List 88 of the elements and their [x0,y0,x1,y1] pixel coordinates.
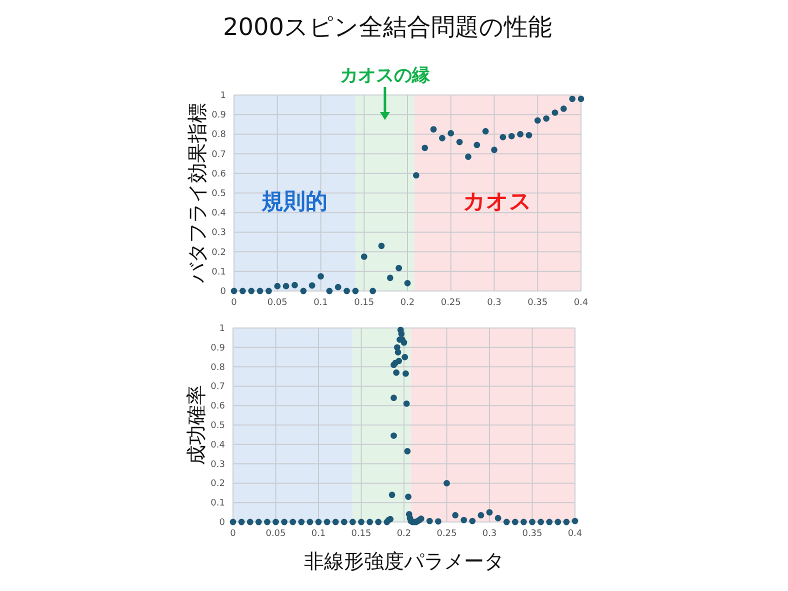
y-tick-label: 0.7 [210,382,225,392]
point [552,109,558,116]
y-tick-label: 0.9 [212,110,226,121]
point [360,254,368,260]
y-tick-label: 0.5 [210,421,225,431]
band-label: 規則的 [260,190,328,215]
y-tick-label: 0.3 [210,460,225,470]
point [412,172,420,179]
x-tick-label: 0 [230,529,236,539]
y-tick-label: 0.9 [210,343,226,354]
point [318,273,324,280]
x-tick-label: 0.4 [574,298,588,308]
point [543,115,550,122]
point [526,132,532,138]
point [534,117,541,124]
x-tick-label: 0.35 [522,529,542,539]
band-label: カオスの縁 [340,65,431,86]
point [344,288,350,294]
point [274,282,281,290]
point [282,282,290,290]
x-tick-label: 0.25 [436,529,457,539]
y-tick-label: 0.8 [212,130,226,140]
y-tick-label: 0.6 [212,169,226,180]
x-tick-label: 0.3 [482,529,497,539]
y-tick-label: 0.6 [210,402,226,412]
point [482,128,489,134]
point [491,146,498,154]
point [439,134,446,142]
x-tick-label: 0.3 [487,298,502,308]
y-tick-label: 0.2 [212,248,226,258]
y-axis-title: 成功確率 [184,385,208,465]
point [292,282,298,288]
point [422,144,428,152]
point [430,126,437,132]
band-label: カオス [463,190,532,215]
point [474,142,480,148]
point [300,288,307,294]
point [560,106,567,112]
point [248,288,255,294]
x-axis-title: 非線形強度パラメータ [304,549,504,573]
y-tick-label: 0.2 [210,479,225,490]
point [508,132,515,140]
point [266,288,272,294]
point [448,130,454,136]
point [256,288,264,294]
y-tick-label: 0.7 [212,150,226,160]
y-tick-label: 0.1 [210,498,225,509]
point [230,288,238,294]
point [456,138,463,146]
x-tick-label: 0.1 [311,529,326,539]
point [404,280,411,286]
y-tick-label: 0.8 [210,362,226,373]
point [396,264,402,272]
y-tick-label: 0.5 [212,189,226,199]
x-tick-label: 0.25 [440,298,461,308]
point [378,242,385,250]
point [578,96,584,102]
y-tick-label: 1 [220,91,226,101]
x-tick-label: 0.05 [266,529,286,539]
point [308,282,316,289]
x-tick-label: 0 [231,298,238,308]
y-tick-label: 0.3 [212,228,226,238]
point [569,96,576,102]
x-tick-label: 0.35 [528,298,548,308]
point [517,131,524,138]
chart-title: 2000スピン全結合問題の性能 [222,13,552,41]
point [370,288,376,294]
point [352,288,359,294]
point [386,274,394,282]
y-tick-label: 0.4 [212,208,226,219]
x-tick-label: 0.1 [314,298,328,308]
point [334,284,342,290]
point [326,288,333,294]
x-tick-label: 0.15 [354,298,374,308]
point [500,134,506,140]
point [239,288,246,294]
point [465,154,472,160]
x-tick-label: 0.2 [400,298,415,308]
y-axis-title: バタフライ効果指標 [185,103,209,284]
y-tick-label: 0.1 [212,267,226,278]
y-tick-label: 0.4 [210,440,226,450]
y-tick-label: 0 [219,518,226,528]
y-tick-label: 0 [220,287,226,297]
x-tick-label: 0.2 [396,529,412,539]
x-tick-label: 0.15 [351,529,372,539]
x-tick-label: 0.05 [267,298,288,308]
x-tick-label: 0.4 [568,529,582,539]
y-tick-label: 1 [219,324,225,334]
